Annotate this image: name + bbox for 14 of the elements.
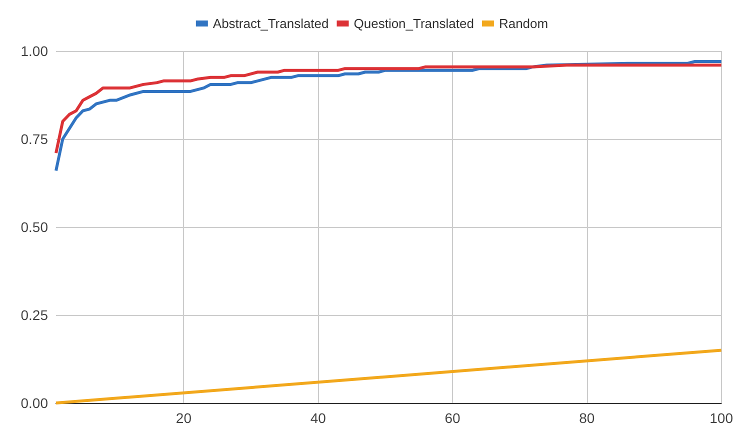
legend-label: Abstract_Translated: [212, 16, 329, 31]
x-tick-label: 40: [310, 410, 326, 426]
x-tick-label: 60: [444, 410, 460, 426]
x-tick-label: 20: [176, 410, 192, 426]
x-tick-label: 100: [710, 410, 734, 426]
x-tick-label: 80: [579, 410, 595, 426]
line-series: [54, 64, 723, 155]
y-tick-label: 1.00: [20, 43, 48, 59]
legend-label: Question_Translated: [354, 16, 474, 31]
y-tick-label: 0.00: [20, 395, 48, 411]
legend-label: Random: [498, 16, 548, 31]
y-tick-label: 0.75: [20, 131, 48, 147]
y-tick-label: 0.25: [20, 307, 48, 323]
y-tick-label: 0.50: [20, 219, 48, 235]
